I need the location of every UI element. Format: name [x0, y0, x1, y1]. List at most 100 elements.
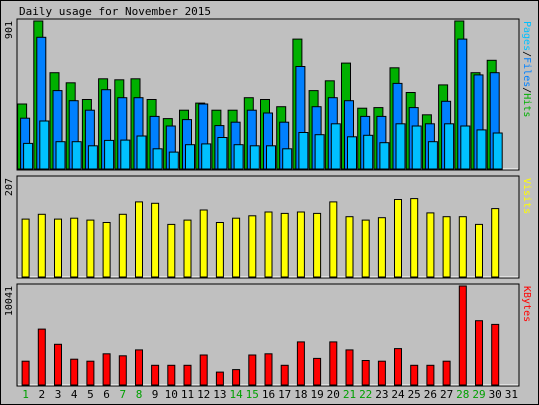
bar-pages-day-25: [411, 125, 422, 170]
legend-entry: Pages: [521, 21, 532, 51]
bar-pages-day-5: [87, 145, 98, 170]
bar-pages-day-29: [476, 129, 487, 170]
bar-pages-day-19: [314, 134, 325, 170]
x-tick-label: 4: [71, 388, 78, 401]
legend-entry: /: [521, 87, 532, 93]
bar-visits-day-21: [345, 216, 354, 278]
x-tick-label: 6: [103, 388, 110, 401]
chart-title: Daily usage for November 2015: [19, 5, 211, 18]
bar-visits-day-29: [475, 223, 483, 278]
bar-kbytes-day-13: [215, 371, 224, 386]
bar-kbytes-day-30: [491, 323, 500, 386]
panel-legend: Pages/Files/Hits: [521, 21, 532, 117]
bar-kbytes-day-8: [135, 349, 143, 386]
bar-visits-day-25: [410, 198, 419, 278]
bar-pages-day-13: [217, 137, 228, 170]
bar-visits-day-11: [183, 219, 192, 278]
bar-kbytes-day-5: [86, 360, 95, 386]
bar-visits-day-14: [232, 217, 241, 278]
x-tick-label: 23: [375, 388, 388, 401]
bar-pages-day-2: [39, 120, 50, 170]
bar-pages-day-21: [347, 136, 357, 170]
bar-visits-day-16: [264, 211, 273, 278]
bar-visits-day-13: [215, 222, 224, 278]
bar-visits-day-17: [280, 212, 289, 278]
x-tick-label: 1: [22, 388, 29, 401]
bar-visits-day-8: [135, 201, 143, 278]
y-max-label: 901: [4, 21, 15, 39]
bar-visits-day-18: [296, 211, 305, 278]
x-tick-label: 27: [440, 388, 453, 401]
bar-kbytes-day-26: [426, 364, 435, 386]
bar-visits-day-3: [54, 218, 62, 278]
bar-kbytes-day-24: [394, 348, 402, 386]
bar-kbytes-day-18: [296, 341, 305, 386]
x-tick-label: 30: [489, 388, 502, 401]
bar-visits-day-6: [102, 222, 111, 278]
x-tick-label: 31: [505, 388, 518, 401]
bar-kbytes-day-19: [313, 357, 322, 386]
x-tick-label: 11: [181, 388, 194, 401]
bar-visits-day-27: [442, 216, 451, 278]
x-axis-day-labels: 1 2 3 4 5 6 7 8 9 10 11 12 13 14 15 16 17 18 19 20 21 22 23 24 2…: [22, 388, 518, 401]
bar-kbytes-day-10: [167, 364, 176, 386]
bar-pages-day-4: [71, 141, 82, 170]
x-tick-label: 29: [472, 388, 485, 401]
x-tick-label: 2: [38, 388, 45, 401]
bar-kbytes-day-27: [442, 360, 451, 386]
bar-kbytes-day-1: [21, 360, 30, 386]
legend-entry: Files: [521, 57, 532, 87]
x-tick-label: 19: [310, 388, 323, 401]
bar-visits-day-2: [37, 213, 46, 278]
x-tick-label: 18: [294, 388, 307, 401]
bar-kbytes-day-21: [345, 349, 354, 386]
x-tick-label: 22: [359, 388, 372, 401]
bar-kbytes-day-4: [70, 358, 79, 386]
legend-entry: /: [521, 51, 532, 57]
x-tick-label: 12: [197, 388, 210, 401]
bar-kbytes-day-16: [264, 353, 273, 386]
bar-pages-day-30: [492, 132, 503, 170]
bar-pages-day-3: [55, 141, 66, 170]
bar-kbytes-day-2: [37, 328, 46, 386]
bar-visits-day-4: [70, 217, 79, 278]
y-max-label: 10041: [4, 286, 15, 316]
x-tick-label: 9: [152, 388, 159, 401]
bar-pages-day-14: [233, 144, 244, 170]
bar-visits-day-1: [21, 218, 30, 278]
bar-visits-day-12: [199, 209, 208, 278]
bar-kbytes-day-17: [280, 364, 289, 386]
bar-visits-day-15: [248, 215, 257, 278]
bar-kbytes-day-29: [475, 320, 483, 386]
x-tick-label: 10: [165, 388, 178, 401]
bar-kbytes-day-11: [183, 364, 192, 386]
bar-kbytes-day-20: [329, 341, 338, 386]
panel-visits: 207 Visits: [4, 175, 532, 279]
bar-pages-day-27: [444, 123, 455, 170]
bar-pages-day-9: [152, 148, 163, 170]
x-tick-label: 26: [424, 388, 437, 401]
x-tick-label: 3: [55, 388, 62, 401]
x-tick-label: 8: [136, 388, 143, 401]
panel-legend: KBytes: [521, 286, 532, 322]
bar-kbytes-day-3: [54, 343, 62, 386]
panel-hits-files-pages: 901 Pages/Files/Hits: [4, 18, 532, 171]
bar-pages-day-24: [395, 123, 406, 170]
bar-kbytes-day-23: [377, 360, 386, 386]
bar-kbytes-day-14: [232, 369, 241, 386]
bar-kbytes-day-15: [248, 354, 257, 386]
bar-pages-day-15: [249, 145, 260, 170]
x-tick-label: 20: [327, 388, 340, 401]
bar-pages-day-18: [298, 132, 309, 170]
x-tick-label: 16: [262, 388, 275, 401]
bar-pages-day-28: [460, 125, 471, 170]
legend-entry: KBytes: [521, 286, 532, 322]
x-tick-label: 5: [87, 388, 94, 401]
bar-visits-day-22: [361, 219, 370, 278]
bar-pages-day-7: [120, 139, 131, 170]
bar-visits-day-7: [118, 213, 127, 278]
x-tick-label: 17: [278, 388, 291, 401]
bar-pages-day-6: [104, 139, 115, 170]
x-tick-label: 25: [408, 388, 421, 401]
bar-pages-day-1: [23, 142, 34, 170]
